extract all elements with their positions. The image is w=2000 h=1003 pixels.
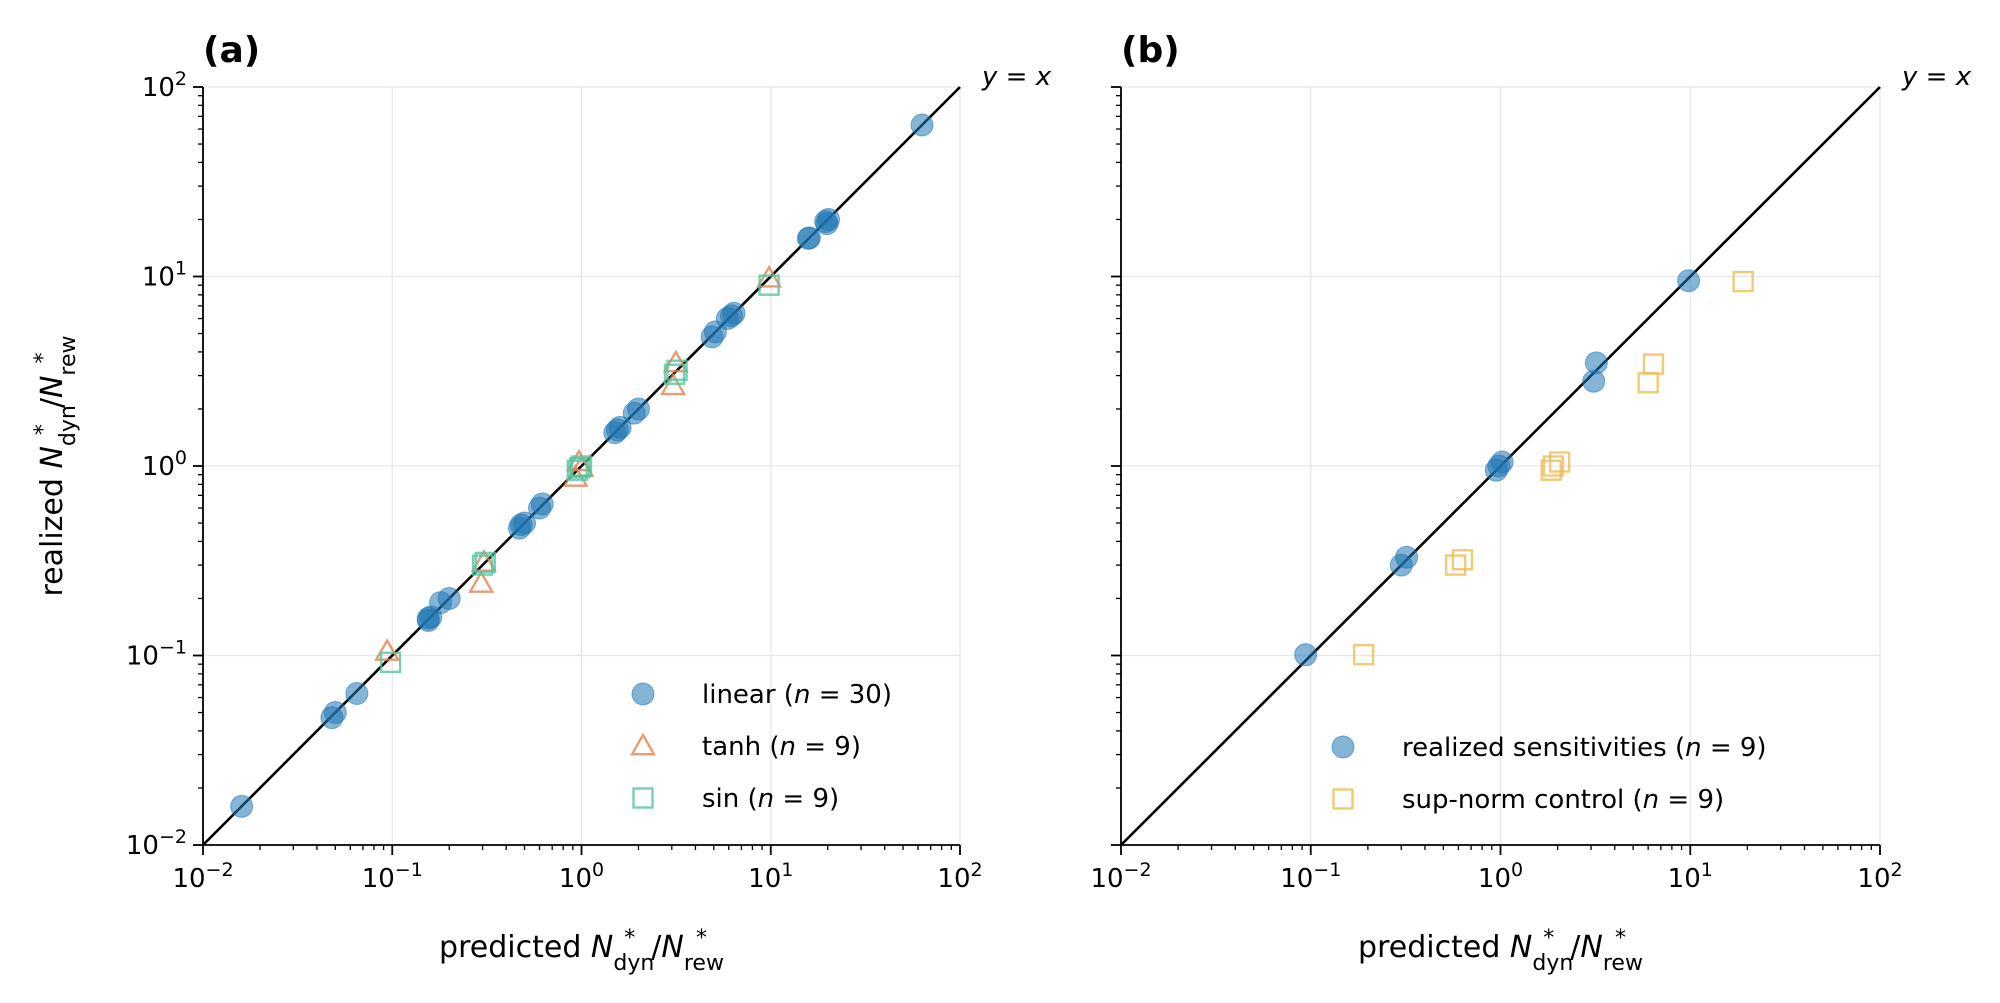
- data-point: [1677, 269, 1701, 293]
- legend-marker: [1331, 735, 1355, 759]
- data-point: [566, 459, 588, 481]
- reference-line-label: y = x: [981, 62, 1052, 92]
- data-point: [1490, 450, 1514, 474]
- legend-label: sin (n = 9): [702, 784, 839, 814]
- legend: realized sensitivities (n = 9) sup-norm c…: [1331, 733, 1767, 815]
- data-point: [663, 363, 686, 385]
- legend-label: sup-norm control (n = 9): [1402, 785, 1724, 815]
- series-1: [1352, 270, 1754, 666]
- panel-b: 10−2 10−1 100 101 102 y = x (b) predicted Ndyn*…: [1090, 30, 1971, 976]
- x-tick-label: 102: [1857, 859, 1902, 894]
- legend-label: linear (n = 30): [702, 680, 892, 710]
- x-tick-label: 101: [748, 859, 793, 894]
- x-tick-label: 10−1: [362, 859, 423, 894]
- data-point: [230, 794, 254, 818]
- legend-label: tanh (n = 9): [702, 732, 861, 762]
- x-tick-label: 10−1: [1280, 859, 1341, 894]
- data-point: [509, 513, 533, 537]
- data-point: [814, 210, 838, 234]
- data-point: [797, 226, 821, 250]
- legend-marker: [1332, 788, 1354, 810]
- data-point: [1352, 643, 1375, 666]
- data-point: [1294, 643, 1318, 667]
- data-point: [1542, 455, 1565, 477]
- data-point: [416, 606, 440, 630]
- data-point: [626, 397, 650, 421]
- data-point: [570, 455, 593, 477]
- x-tick-label: 102: [937, 859, 982, 894]
- data-point: [569, 456, 591, 479]
- data-point: [1395, 545, 1419, 569]
- data-point: [910, 113, 934, 137]
- legend-label: realized sensitivities (n = 9): [1402, 733, 1767, 763]
- x-axis-label: predicted Ndyn*/Nrew*: [439, 926, 724, 976]
- legend: linear (n = 30) tanh (n = 9) sin (n = 9): [629, 680, 892, 814]
- data-point: [345, 682, 369, 706]
- legend-marker: [631, 682, 655, 706]
- data-point: [379, 651, 402, 674]
- series-2: [379, 274, 780, 674]
- data-point: [758, 274, 780, 296]
- panel-a: 10−210−2 10−1 10−1 100 100 101 101 102 102 y = x (…: [31, 30, 1052, 976]
- data-point: [470, 548, 497, 572]
- x-tick-label: 10−2: [1090, 859, 1151, 894]
- data-point: [471, 554, 494, 576]
- series-0: [1294, 269, 1701, 667]
- data-point: [437, 586, 461, 610]
- data-point: [722, 301, 746, 325]
- y-tick-label: 101: [142, 258, 187, 293]
- data-point: [608, 415, 632, 439]
- data-point: [323, 701, 347, 725]
- data-point: [1444, 554, 1467, 576]
- data-point: [1637, 372, 1659, 394]
- data-point: [1642, 353, 1665, 375]
- data-point: [1548, 451, 1571, 473]
- data-point: [1451, 549, 1474, 571]
- reference-line-label: y = x: [1901, 62, 1972, 92]
- x-tick-label: 100: [559, 859, 604, 894]
- y-tick-label: 10−2: [126, 826, 187, 861]
- data-point: [468, 570, 495, 593]
- y-axis-label: realized Ndyn*/Nrew*: [31, 335, 81, 596]
- legend-marker: [632, 787, 654, 809]
- x-tick-label: 10−2: [172, 859, 233, 894]
- panel-label: (b): [1121, 30, 1180, 71]
- series-0: [230, 113, 934, 818]
- data-point: [374, 638, 401, 661]
- data-point: [1584, 351, 1608, 375]
- y-tick-label: 102: [142, 68, 187, 103]
- data-point: [1732, 270, 1754, 293]
- data-point: [474, 551, 496, 574]
- y-tick-label: 100: [142, 447, 187, 482]
- x-tick-label: 101: [1668, 859, 1713, 894]
- x-axis-label: predicted Ndyn*/Nrew*: [1358, 926, 1643, 976]
- x-tick-label: 100: [1478, 859, 1523, 894]
- data-point: [530, 492, 554, 516]
- y-tick-label: 10−1: [126, 637, 187, 672]
- data-point: [666, 359, 688, 381]
- panel-label: (a): [203, 30, 260, 71]
- legend-marker: [629, 732, 657, 756]
